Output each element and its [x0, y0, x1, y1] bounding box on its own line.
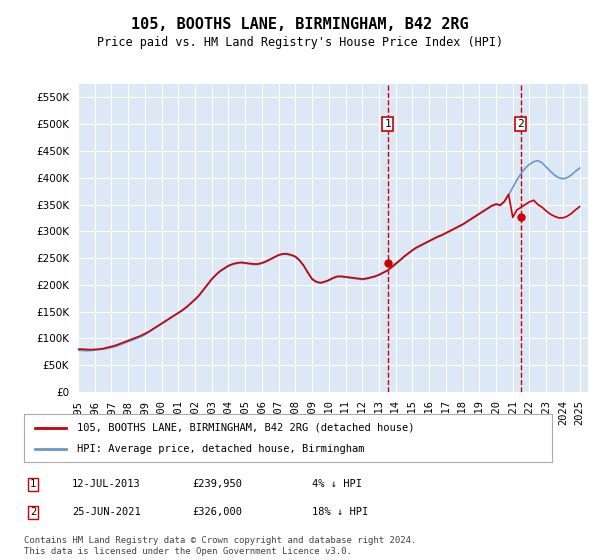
Text: 4% ↓ HPI: 4% ↓ HPI: [312, 479, 362, 489]
Text: 2: 2: [30, 507, 36, 517]
Text: 105, BOOTHS LANE, BIRMINGHAM, B42 2RG (detached house): 105, BOOTHS LANE, BIRMINGHAM, B42 2RG (d…: [77, 423, 415, 433]
Text: 2: 2: [517, 119, 524, 129]
Text: HPI: Average price, detached house, Birmingham: HPI: Average price, detached house, Birm…: [77, 444, 364, 454]
Text: £239,950: £239,950: [192, 479, 242, 489]
Text: Price paid vs. HM Land Registry's House Price Index (HPI): Price paid vs. HM Land Registry's House …: [97, 36, 503, 49]
Text: 12-JUL-2013: 12-JUL-2013: [72, 479, 141, 489]
Text: 25-JUN-2021: 25-JUN-2021: [72, 507, 141, 517]
Text: 105, BOOTHS LANE, BIRMINGHAM, B42 2RG: 105, BOOTHS LANE, BIRMINGHAM, B42 2RG: [131, 17, 469, 32]
Text: 1: 1: [30, 479, 36, 489]
Text: 1: 1: [385, 119, 391, 129]
Text: Contains HM Land Registry data © Crown copyright and database right 2024.
This d: Contains HM Land Registry data © Crown c…: [24, 536, 416, 556]
Text: 18% ↓ HPI: 18% ↓ HPI: [312, 507, 368, 517]
Text: £326,000: £326,000: [192, 507, 242, 517]
